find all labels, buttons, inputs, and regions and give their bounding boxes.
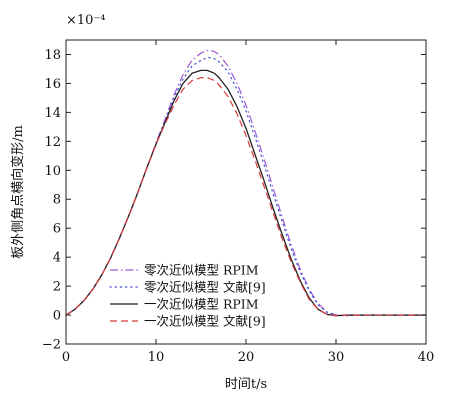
y-tick-label: 6 xyxy=(53,222,61,237)
y-multiplier-label: ×10⁻⁴ xyxy=(66,13,106,28)
y-tick-label: −2 xyxy=(42,338,61,353)
x-tick-label: 20 xyxy=(238,350,255,365)
series-line-0 xyxy=(65,49,426,317)
series-line-3 xyxy=(65,77,426,317)
legend: 零次近似模型 RPIM 零次近似模型 文献[9] 一次近似模型 RPIM 一次近似模型… xyxy=(109,263,266,329)
y-axis-label: 板外侧角点横向变形/m xyxy=(10,125,26,259)
x-tick-label: 40 xyxy=(418,350,435,365)
y-tick-label: 14 xyxy=(44,106,61,121)
plot-content xyxy=(65,49,427,317)
legend-label-0: 零次近似模型 RPIM xyxy=(144,263,259,278)
legend-label-3: 一次近似模型 文献[9] xyxy=(144,314,266,329)
legend-label-2: 一次近似模型 RPIM xyxy=(144,297,259,312)
y-tick-label: 0 xyxy=(53,309,61,324)
x-tick-label: 10 xyxy=(148,350,165,365)
x-tick-label: 30 xyxy=(328,350,345,365)
y-tick-label: 12 xyxy=(44,135,61,150)
series-line-1 xyxy=(65,56,427,317)
y-tick-label: 4 xyxy=(53,251,61,266)
x-axis-label: 时间t/s xyxy=(225,377,267,392)
y-tick-label: 8 xyxy=(53,193,61,208)
legend-label-1: 零次近似模型 文献[9] xyxy=(144,280,266,295)
y-tick-label: 16 xyxy=(44,77,61,92)
y-tick-label: 18 xyxy=(44,48,61,63)
x-tick-label: 0 xyxy=(62,350,70,365)
y-tick-label: 2 xyxy=(53,280,61,295)
y-tick-label: 10 xyxy=(44,164,61,179)
